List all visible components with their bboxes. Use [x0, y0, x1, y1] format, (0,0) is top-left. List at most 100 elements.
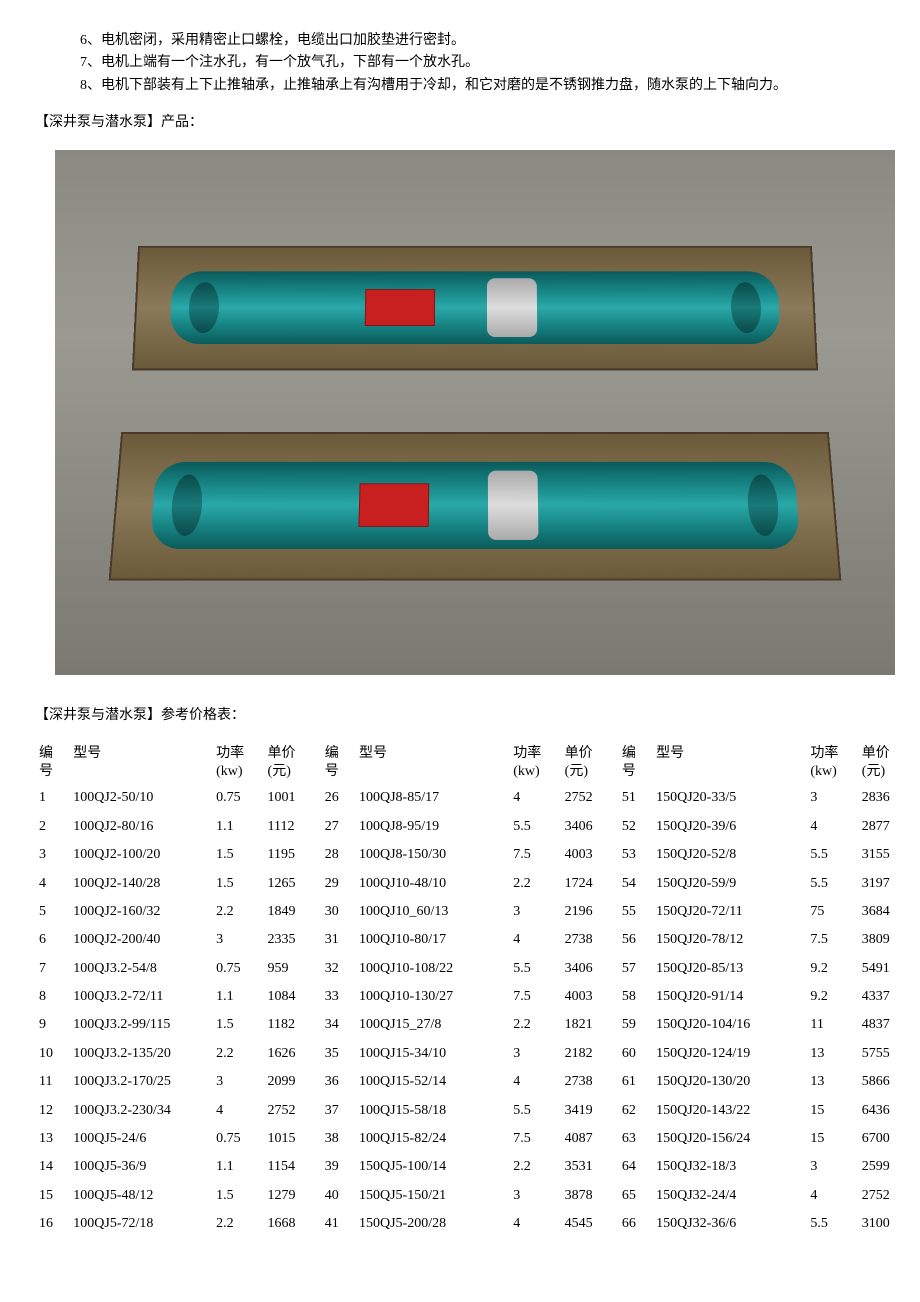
table-cell: 100QJ10-108/22	[355, 955, 509, 983]
table-row: 1100QJ2-50/100.75100126100QJ8-85/1742752…	[35, 784, 915, 812]
table-cell: 3878	[561, 1182, 618, 1210]
table-cell: 4	[509, 784, 560, 812]
table-cell: 3	[509, 1182, 560, 1210]
table-cell: 100QJ15-34/10	[355, 1040, 509, 1068]
table-cell: 1	[35, 784, 69, 812]
table-cell: 2752	[264, 1097, 321, 1125]
table-cell: 150QJ20-104/16	[652, 1011, 806, 1039]
table-cell: 1668	[264, 1210, 321, 1238]
table-cell: 39	[321, 1153, 355, 1181]
table-cell: 1265	[264, 870, 321, 898]
table-cell: 3100	[858, 1210, 915, 1238]
pump-label	[365, 289, 435, 325]
table-cell: 55	[618, 898, 652, 926]
table-cell: 100QJ15-52/14	[355, 1068, 509, 1096]
table-cell: 100QJ5-72/18	[69, 1210, 212, 1238]
table-cell: 100QJ3.2-54/8	[69, 955, 212, 983]
table-cell: 100QJ15_27/8	[355, 1011, 509, 1039]
table-row: 10100QJ3.2-135/202.2162635100QJ15-34/103…	[35, 1040, 915, 1068]
table-row: 6100QJ2-200/403233531100QJ10-80/17427385…	[35, 926, 915, 954]
table-cell: 150QJ20-156/24	[652, 1125, 806, 1153]
table-cell: 1.1	[212, 813, 263, 841]
table-cell: 100QJ15-58/18	[355, 1097, 509, 1125]
table-cell: 32	[321, 955, 355, 983]
table-row: 14100QJ5-36/91.1115439150QJ5-100/142.235…	[35, 1153, 915, 1181]
table-cell: 2836	[858, 784, 915, 812]
table-cell: 100QJ2-160/32	[69, 898, 212, 926]
table-cell: 3809	[858, 926, 915, 954]
table-row: 4100QJ2-140/281.5126529100QJ10-48/102.21…	[35, 870, 915, 898]
table-cell: 2.2	[212, 898, 263, 926]
table-cell: 100QJ3.2-230/34	[69, 1097, 212, 1125]
table-cell: 100QJ10-80/17	[355, 926, 509, 954]
table-row: 12100QJ3.2-230/344275237100QJ15-58/185.5…	[35, 1097, 915, 1125]
table-cell: 6700	[858, 1125, 915, 1153]
table-cell: 40	[321, 1182, 355, 1210]
table-cell: 100QJ2-200/40	[69, 926, 212, 954]
table-cell: 5.5	[806, 870, 857, 898]
table-cell: 7.5	[509, 1125, 560, 1153]
table-cell: 3	[806, 1153, 857, 1181]
table-cell: 5.5	[509, 813, 560, 841]
table-cell: 100QJ3.2-135/20	[69, 1040, 212, 1068]
table-cell: 7.5	[806, 926, 857, 954]
table-cell: 2182	[561, 1040, 618, 1068]
table-cell: 5755	[858, 1040, 915, 1068]
table-cell: 58	[618, 983, 652, 1011]
table-cell: 61	[618, 1068, 652, 1096]
table-cell: 35	[321, 1040, 355, 1068]
table-cell: 150QJ20-91/14	[652, 983, 806, 1011]
table-cell: 5866	[858, 1068, 915, 1096]
table-cell: 5.5	[509, 955, 560, 983]
table-cell: 1626	[264, 1040, 321, 1068]
table-cell: 3419	[561, 1097, 618, 1125]
table-cell: 959	[264, 955, 321, 983]
table-cell: 4	[806, 1182, 857, 1210]
table-cell: 150QJ20-39/6	[652, 813, 806, 841]
table-cell: 53	[618, 841, 652, 869]
table-cell: 2752	[561, 784, 618, 812]
table-cell: 3197	[858, 870, 915, 898]
table-cell: 1849	[264, 898, 321, 926]
table-cell: 150QJ20-130/20	[652, 1068, 806, 1096]
table-cell: 5491	[858, 955, 915, 983]
table-cell: 0.75	[212, 955, 263, 983]
table-cell: 3155	[858, 841, 915, 869]
product-image	[55, 150, 895, 675]
table-cell: 26	[321, 784, 355, 812]
table-cell: 9.2	[806, 955, 857, 983]
table-cell: 11	[806, 1011, 857, 1039]
table-cell: 1084	[264, 983, 321, 1011]
table-cell: 52	[618, 813, 652, 841]
note-item: 7、电机上端有一个注水孔，有一个放气孔，下部有一个放水孔。	[80, 52, 900, 74]
table-row: 3100QJ2-100/201.5119528100QJ8-150/307.54…	[35, 841, 915, 869]
table-cell: 100QJ8-150/30	[355, 841, 509, 869]
pump-body	[169, 271, 781, 343]
table-cell: 100QJ3.2-99/115	[69, 1011, 212, 1039]
table-row: 15100QJ5-48/121.5127940150QJ5-150/213387…	[35, 1182, 915, 1210]
table-cell: 2.2	[212, 1210, 263, 1238]
table-cell: 100QJ3.2-72/11	[69, 983, 212, 1011]
notes-section: 6、电机密闭，采用精密止口螺栓，电缆出口加胶垫进行密封。 7、电机上端有一个注水…	[20, 30, 900, 97]
table-cell: 4	[509, 926, 560, 954]
table-cell: 150QJ20-33/5	[652, 784, 806, 812]
pump-label	[358, 483, 429, 526]
table-cell: 4	[35, 870, 69, 898]
table-cell: 4	[806, 813, 857, 841]
table-cell: 7.5	[509, 983, 560, 1011]
table-cell: 150QJ20-124/19	[652, 1040, 806, 1068]
table-cell: 54	[618, 870, 652, 898]
table-row: 16100QJ5-72/182.2166841150QJ5-200/284454…	[35, 1210, 915, 1238]
table-cell: 100QJ2-140/28	[69, 870, 212, 898]
header-id: 编号	[618, 742, 652, 784]
table-cell: 4087	[561, 1125, 618, 1153]
table-cell: 150QJ20-72/11	[652, 898, 806, 926]
header-model: 型号	[69, 742, 212, 784]
table-cell: 150QJ5-150/21	[355, 1182, 509, 1210]
header-price: 单价(元)	[264, 742, 321, 784]
table-cell: 2738	[561, 1068, 618, 1096]
table-row: 2100QJ2-80/161.1111227100QJ8-95/195.5340…	[35, 813, 915, 841]
table-cell: 100QJ10-130/27	[355, 983, 509, 1011]
table-cell: 3	[35, 841, 69, 869]
table-row: 13100QJ5-24/60.75101538100QJ15-82/247.54…	[35, 1125, 915, 1153]
